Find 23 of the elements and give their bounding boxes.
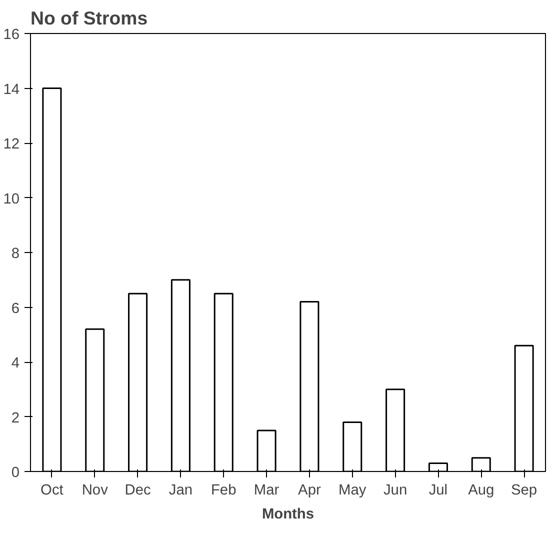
y-tick-label: 4 [11, 356, 20, 372]
y-tick-label: 12 [3, 136, 20, 152]
x-tick-label: Sep [511, 482, 538, 498]
y-tick-label: 10 [3, 191, 20, 208]
x-tick-label: Feb [211, 482, 236, 498]
y-tick-label: 0 [11, 465, 20, 481]
x-tick-label: Dec [124, 482, 151, 498]
y-tick-label: 14 [3, 82, 20, 98]
x-tick-label: Nov [82, 482, 109, 498]
y-tick-label: 2 [11, 410, 20, 426]
x-tick-label: Jul [428, 482, 448, 498]
x-tick-label: Mar [254, 482, 280, 498]
x-tick-label: Apr [298, 482, 321, 498]
y-tick-label: 16 [3, 27, 20, 43]
x-tick-label: Oct [40, 482, 64, 498]
chart-title: No of Stroms [30, 8, 148, 28]
x-axis-title: Months [262, 506, 314, 522]
x-tick-label: Aug [468, 482, 494, 498]
x-tick-label: Jan [168, 482, 193, 498]
y-tick-label: 8 [11, 246, 20, 262]
y-tick-label: 6 [11, 300, 20, 317]
x-tick-label: Jun [383, 482, 408, 498]
x-tick-label: May [338, 482, 367, 498]
